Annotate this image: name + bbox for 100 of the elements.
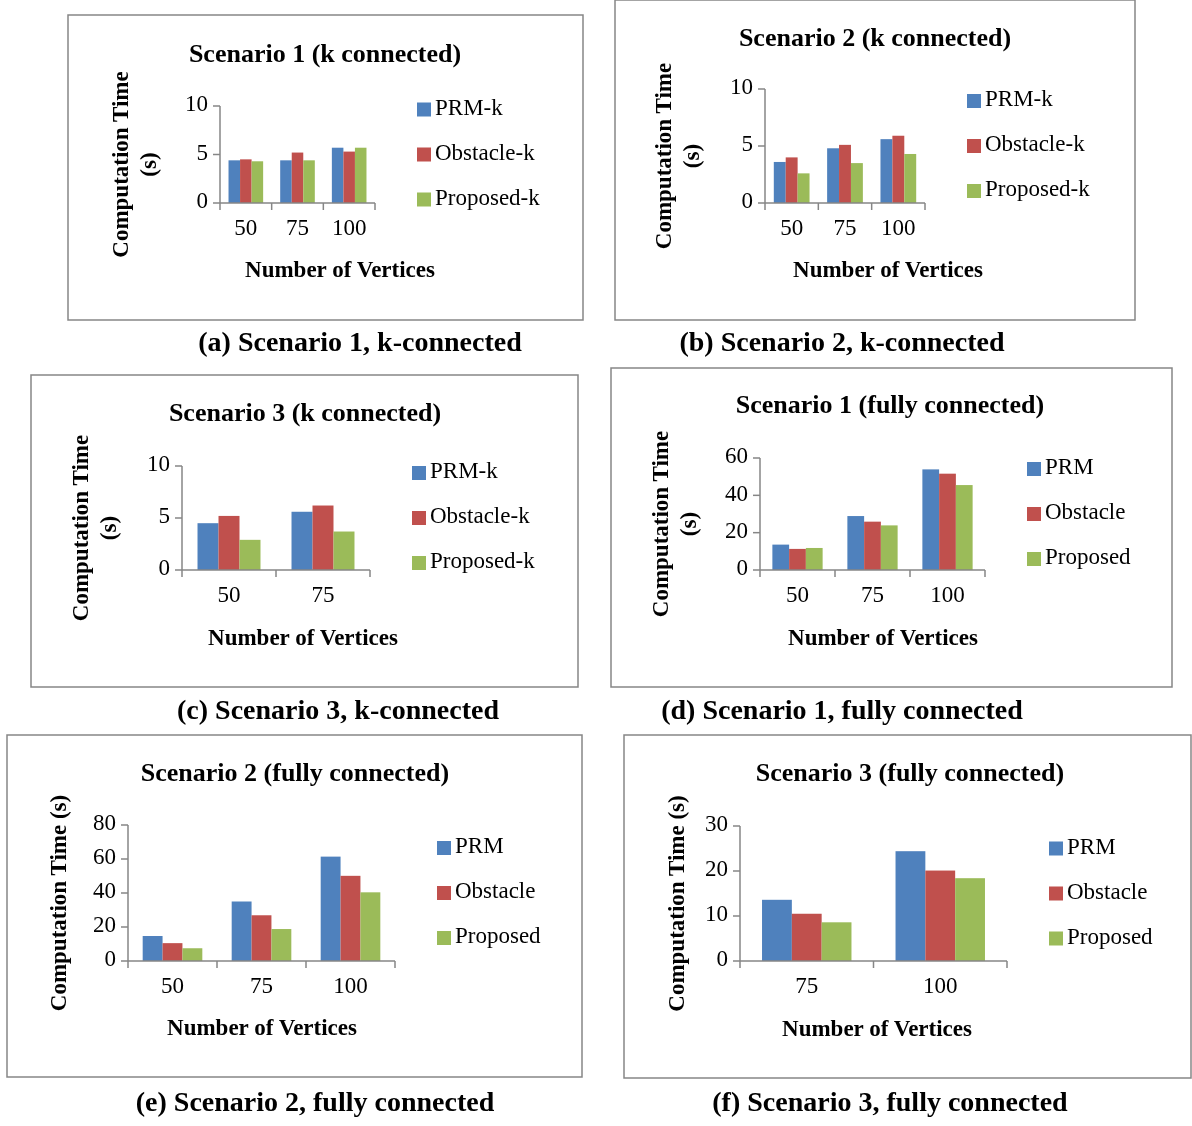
legend-label: Obstacle-k	[430, 503, 531, 529]
bar	[251, 915, 272, 961]
bar	[821, 922, 852, 961]
bar	[772, 544, 790, 570]
bar	[797, 173, 810, 203]
bar	[291, 511, 313, 570]
y-tick-label: 5	[741, 131, 753, 157]
y-tick-label: 10	[705, 901, 728, 927]
legend-label: Proposed	[1067, 923, 1154, 949]
bar	[218, 515, 240, 570]
bar	[762, 899, 792, 961]
x-axis-title: Number of Vertices	[782, 1016, 973, 1042]
bar	[312, 505, 334, 570]
legend-label: Proposed	[455, 923, 542, 949]
legend-label: Proposed	[1045, 544, 1132, 570]
x-tick-label: 100	[881, 215, 916, 240]
y-tick-label: 10	[730, 74, 753, 100]
bar	[892, 135, 905, 203]
bar	[360, 892, 381, 961]
x-axis-title: Number of Vertices	[793, 257, 984, 283]
legend-label: Obstacle-k	[435, 139, 536, 165]
legend-label: Obstacle-k	[985, 131, 1086, 157]
bar	[280, 160, 292, 203]
y-tick-label: 0	[716, 946, 728, 972]
x-tick-label: 75	[833, 215, 857, 240]
bar	[228, 160, 241, 203]
x-tick-label: 100	[331, 215, 367, 240]
bar	[142, 936, 163, 961]
x-tick-label: 50	[217, 582, 241, 607]
bar	[791, 913, 822, 961]
bar	[320, 856, 341, 961]
bar	[340, 875, 361, 961]
bar	[880, 525, 898, 570]
chart-title: Scenario 2 (k connected)	[738, 22, 1012, 52]
legend-label: PRM	[1045, 454, 1094, 480]
text: (e) Scenario 2, fully connected	[135, 1086, 495, 1118]
bar	[331, 147, 344, 203]
text: (a) Scenario 1, k-connected	[198, 326, 523, 358]
bar	[827, 148, 840, 203]
y-tick-label: 40	[725, 480, 748, 506]
bar	[864, 521, 881, 570]
y-tick-label: 80	[93, 810, 116, 836]
y-axis-title: Computation Time (s)	[651, 62, 704, 250]
chart-title: Scenario 2 (fully connected)	[140, 757, 450, 787]
bar	[955, 878, 985, 961]
x-tick-label: 100	[333, 973, 368, 998]
x-tick-label: 50	[234, 215, 258, 240]
bar	[231, 901, 252, 961]
y-axis-title: Computation Time (s)	[108, 71, 161, 258]
x-tick-label: 75	[861, 582, 884, 607]
legend-label: Obstacle	[1045, 499, 1126, 525]
bar	[251, 161, 264, 203]
y-tick-label: 10	[185, 91, 208, 117]
bar	[880, 139, 893, 203]
x-tick-label: 100	[923, 973, 958, 998]
x-tick-label: 75	[311, 582, 335, 607]
x-tick-label: 100	[930, 582, 965, 607]
x-tick-label: 50	[161, 973, 184, 998]
bar	[271, 929, 292, 961]
y-tick-label: 60	[725, 443, 748, 469]
bar	[925, 870, 956, 961]
y-tick-label: 20	[93, 912, 116, 938]
legend-label: Proposed-k	[985, 176, 1091, 202]
y-tick-label: 60	[93, 844, 116, 870]
y-tick-label: 40	[93, 878, 116, 904]
x-tick-label: 75	[286, 215, 309, 240]
y-tick-label: 5	[158, 503, 170, 529]
x-axis-title: Number of Vertices	[208, 625, 399, 651]
bar	[847, 516, 865, 570]
chart-title: Scenario 1 (fully connected)	[735, 389, 1045, 419]
bar	[789, 548, 806, 570]
y-tick-label: 30	[705, 811, 728, 837]
y-tick-label: 0	[741, 188, 753, 214]
bar	[291, 152, 304, 203]
text: (d) Scenario 1, fully connected	[661, 694, 1024, 726]
y-tick-label: 0	[196, 188, 208, 214]
y-tick-label: 20	[705, 856, 728, 882]
y-tick-label: 0	[104, 946, 116, 972]
bar	[182, 948, 203, 961]
x-tick-label: 75	[795, 973, 819, 998]
bar	[955, 485, 973, 570]
text: (f) Scenario 3, fully connected	[712, 1086, 1069, 1118]
chart-title: Scenario 1 (k connected)	[188, 38, 462, 68]
bar	[239, 539, 261, 570]
bar	[343, 151, 355, 203]
x-tick-label: 50	[786, 582, 809, 607]
chart-title: Scenario 3 (k connected)	[168, 397, 442, 427]
legend-label: Proposed-k	[430, 548, 536, 574]
text: (b) Scenario 2, k-connected	[679, 326, 1005, 358]
bar	[240, 159, 252, 203]
legend-label: PRM	[455, 833, 504, 859]
y-axis-title: Computation Time (s)	[46, 794, 71, 1012]
legend-label: Obstacle	[1067, 878, 1148, 904]
x-tick-label: 75	[250, 973, 273, 998]
legend-label: Obstacle	[455, 878, 536, 904]
bar	[354, 147, 367, 203]
y-tick-label: 0	[158, 555, 170, 581]
bar	[939, 473, 956, 570]
bar	[197, 523, 219, 570]
bar	[162, 943, 183, 961]
